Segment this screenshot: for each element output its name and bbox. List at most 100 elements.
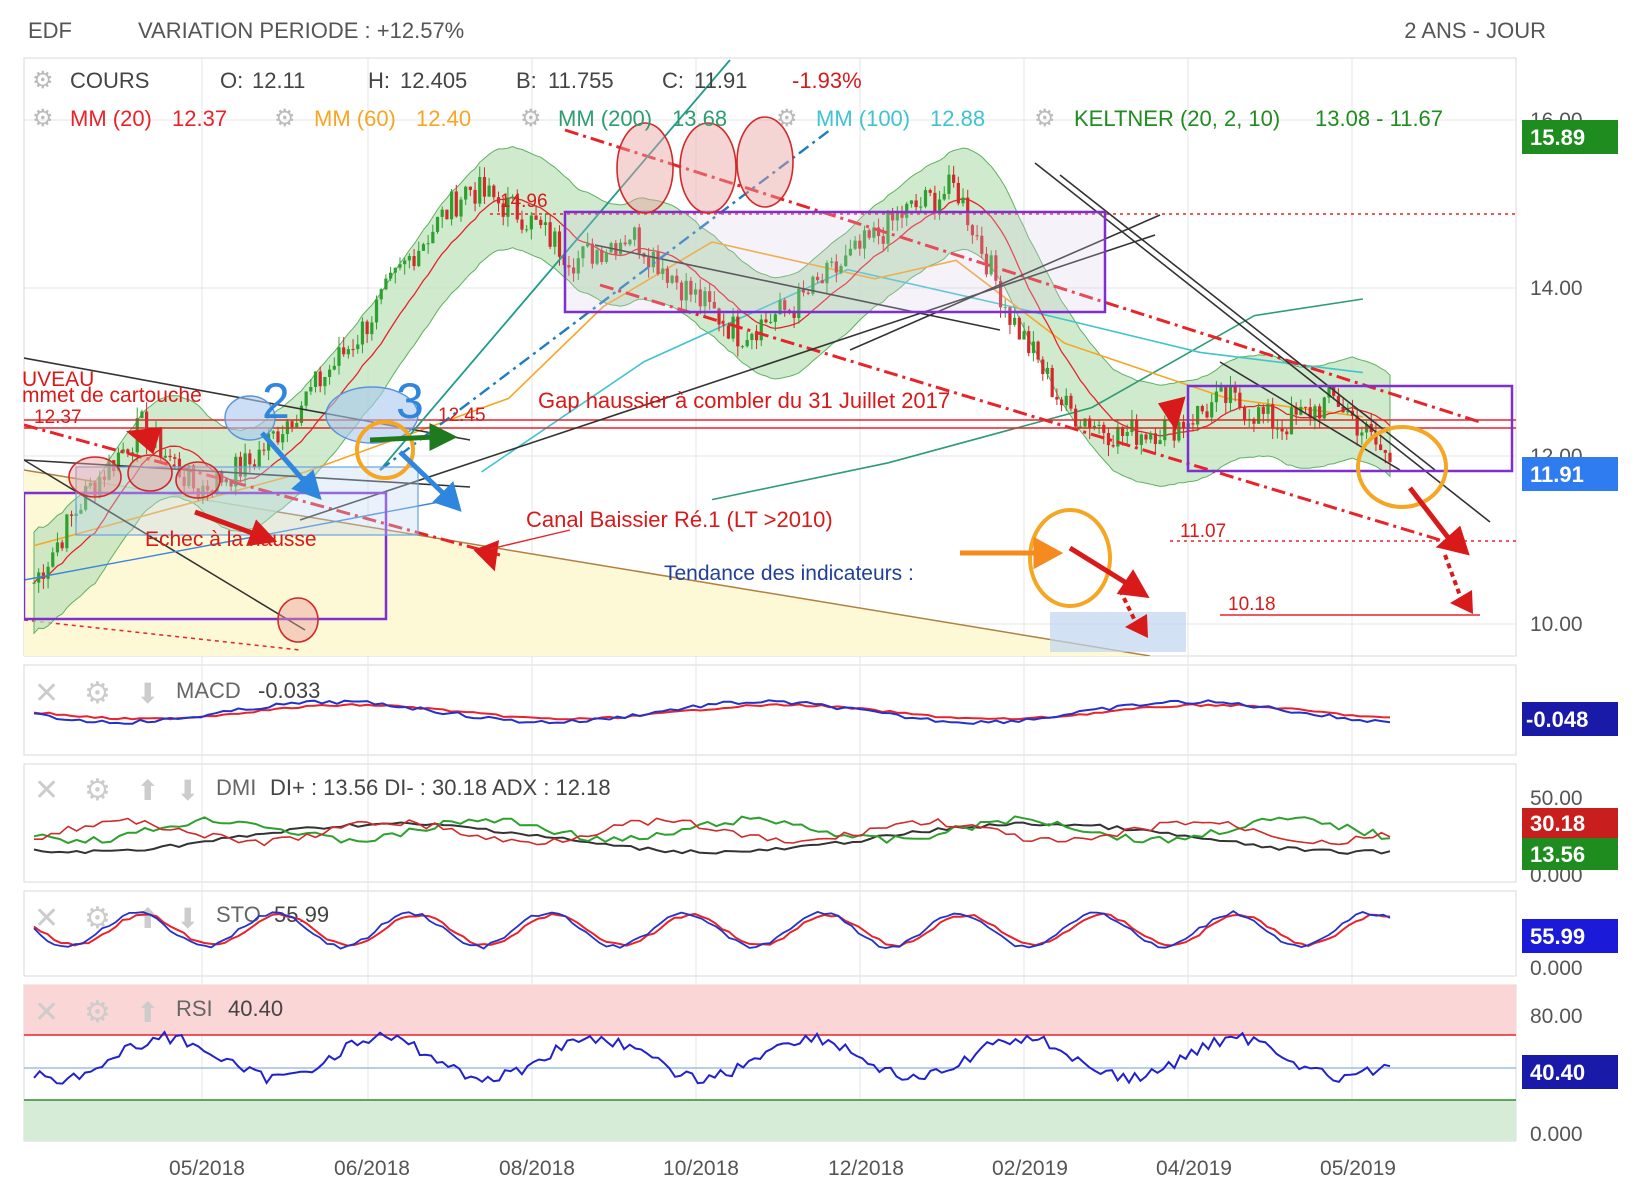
candle-body — [187, 465, 191, 487]
candle-body — [271, 431, 275, 434]
candle-body — [679, 282, 684, 301]
rsi-tick-0: 0.000 — [1530, 1123, 1583, 1146]
label-1018: 10.18 — [1228, 594, 1276, 615]
candle-body — [1280, 428, 1284, 432]
candle-body — [844, 255, 848, 267]
x-tick-2: 08/2018 — [499, 1157, 575, 1180]
candle-body — [783, 300, 787, 310]
mm200-value: 13.68 — [672, 106, 727, 131]
sto-panel: ✕ ⚙ ⬆ ⬇ STO 55.99 0.000 55.99 — [33, 902, 1618, 980]
macd-gear-icon[interactable]: ⚙ — [84, 677, 111, 710]
mm60-value: 12.40 — [416, 106, 471, 131]
candle-body — [872, 227, 876, 238]
candle-body — [830, 261, 834, 263]
candle-body — [388, 272, 393, 279]
mm200-gear-icon[interactable]: ⚙ — [520, 105, 542, 132]
candle-body — [764, 319, 768, 323]
candle-body — [1069, 395, 1073, 409]
cours-gear-icon[interactable]: ⚙ — [32, 67, 54, 94]
rsi-line — [33, 1030, 1391, 1085]
candle-body — [1153, 433, 1157, 445]
dmi-down-icon[interactable]: ⬇ — [176, 775, 199, 806]
rsi-gear-icon[interactable]: ⚙ — [84, 996, 111, 1029]
sto-up-icon[interactable]: ⬆ — [136, 903, 159, 934]
mm20-gear-icon[interactable]: ⚙ — [32, 105, 54, 132]
candle-body — [440, 209, 444, 217]
candle-body — [1045, 367, 1050, 375]
candle-body — [1261, 407, 1265, 414]
mm20-label: MM (20) — [70, 106, 152, 131]
badge-dmi-minus-bg — [1522, 808, 1618, 838]
candle-body — [1149, 433, 1153, 440]
keltner-gear-icon[interactable]: ⚙ — [1034, 105, 1056, 132]
candle-body — [1003, 307, 1007, 309]
candle-body — [412, 256, 416, 267]
candle-body — [506, 197, 510, 217]
indicator-zone — [1050, 612, 1186, 652]
candle-body — [234, 456, 238, 487]
open-label: O: — [220, 68, 243, 93]
label-1245: 12.45 — [438, 405, 486, 426]
candle-body — [1017, 317, 1021, 340]
mm100-gear-icon[interactable]: ⚙ — [776, 105, 798, 132]
candle-body — [1008, 307, 1012, 325]
rsi-close-icon[interactable]: ✕ — [34, 996, 59, 1029]
dmi-panel-frame — [23, 763, 1517, 883]
candle-body — [961, 197, 965, 204]
period-selector[interactable]: 2 ANS - JOUR — [1404, 18, 1546, 43]
candle-body — [539, 219, 543, 225]
candle-body — [787, 309, 792, 311]
dmi-close-icon[interactable]: ✕ — [34, 774, 59, 807]
candle-body — [661, 268, 665, 275]
mm20-value: 12.37 — [172, 106, 227, 131]
candle-body — [140, 411, 144, 419]
dmi-label: DMI — [216, 775, 256, 800]
mm60-gear-icon[interactable]: ⚙ — [274, 105, 296, 132]
candle-body — [323, 376, 327, 387]
candle-body — [346, 349, 350, 355]
candle-body — [332, 365, 336, 370]
rsi-up-icon[interactable]: ⬆ — [136, 997, 159, 1028]
x-tick-5: 02/2019 — [992, 1157, 1068, 1180]
candle-body — [900, 213, 904, 218]
candle-body — [126, 449, 130, 454]
candle-body — [1163, 420, 1167, 441]
dmi-up-icon[interactable]: ⬆ — [136, 775, 159, 806]
candle-body — [586, 243, 590, 247]
candle-body — [632, 227, 637, 240]
sto-gear-icon[interactable]: ⚙ — [84, 902, 111, 935]
candle-body — [168, 455, 172, 458]
macd-down-icon[interactable]: ⬇ — [136, 678, 159, 709]
candle-body — [515, 196, 519, 220]
dmi-gear-icon[interactable]: ⚙ — [84, 774, 111, 807]
candle-body — [1050, 367, 1054, 397]
candle-body — [726, 325, 731, 339]
variation-title: VARIATION PERIODE : +12.57% — [138, 18, 465, 43]
candle-body — [858, 240, 862, 249]
candle-body — [708, 291, 712, 303]
candle-body — [1355, 415, 1359, 436]
candle-body — [393, 267, 397, 273]
gap-annotation: Gap haussier à combler du 31 Juillet 201… — [538, 388, 950, 413]
candle-body — [1388, 452, 1392, 462]
candle-body — [637, 227, 641, 254]
rsi-tick-80: 80.00 — [1530, 1005, 1583, 1028]
badge-last: 11.91 — [1530, 462, 1584, 487]
candle-body — [107, 460, 111, 480]
candle-body — [159, 427, 163, 458]
badge-dmi-minus: 30.18 — [1530, 811, 1585, 836]
sto-down-icon[interactable]: ⬇ — [176, 903, 199, 934]
macd-close-icon[interactable]: ✕ — [34, 677, 59, 710]
green-arrow — [369, 422, 458, 452]
candle-body — [459, 199, 463, 217]
candle-body — [1074, 408, 1078, 427]
candle-body — [1031, 341, 1036, 354]
candle-body — [398, 264, 402, 268]
candle-body — [628, 239, 632, 245]
candle-body — [557, 231, 562, 257]
candle-body — [1271, 404, 1275, 429]
candle-body — [449, 191, 454, 220]
range-box-blue — [75, 466, 419, 536]
blue-line-low — [24, 499, 451, 581]
